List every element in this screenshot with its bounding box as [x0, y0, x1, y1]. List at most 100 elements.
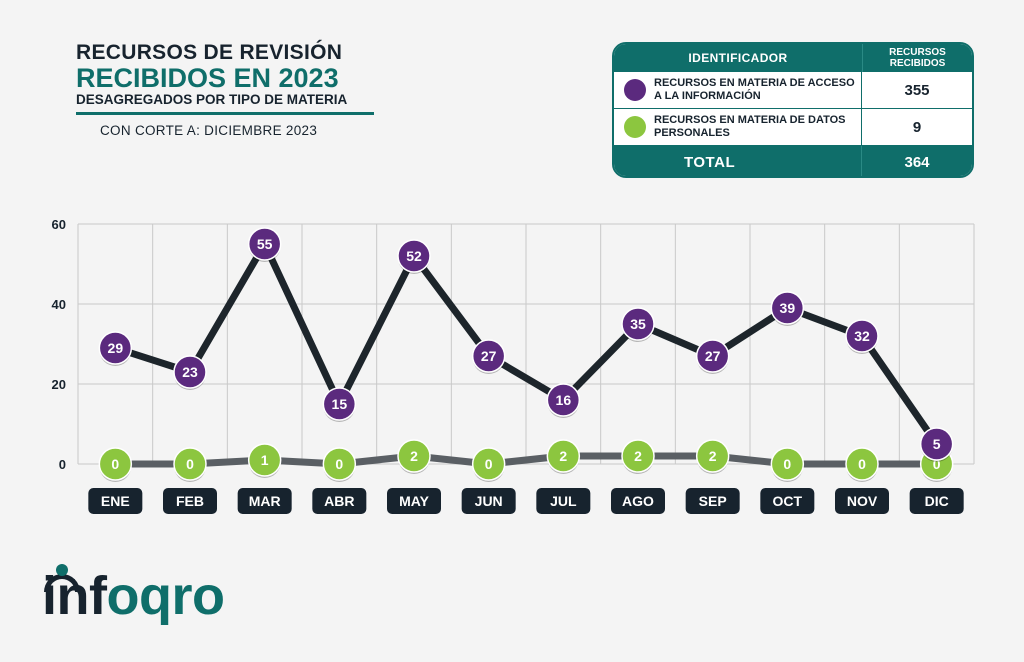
- data-point: [770, 291, 805, 325]
- row-value-access: 355: [904, 81, 930, 99]
- data-point: [546, 383, 581, 417]
- row-label-personal-data: RECURSOS EN MATERIA DE DATOS PERSONALES: [654, 114, 846, 139]
- data-point: [173, 355, 207, 389]
- x-tick-pill: [536, 488, 591, 514]
- title-line-3: DESAGREGADOS POR TIPO DE MATERIA: [76, 92, 348, 107]
- data-label: 32: [854, 328, 870, 344]
- total-label: TOTAL: [614, 146, 862, 176]
- data-label: 55: [257, 236, 273, 252]
- x-tick-pill: [163, 488, 217, 514]
- logo-text-1: inf: [42, 566, 107, 626]
- title-divider: [76, 112, 374, 115]
- header-received: RECURSOS RECIBIDOS: [862, 44, 972, 72]
- row-value-personal-data: 9: [912, 118, 922, 136]
- data-point: [471, 339, 506, 373]
- data-point: [322, 387, 357, 421]
- data-point: [471, 447, 506, 481]
- logo-person-icon: [44, 574, 80, 592]
- y-tick-label: 60: [52, 217, 66, 232]
- data-label: 2: [634, 448, 642, 464]
- x-tick-pill: [760, 488, 815, 514]
- data-point: [98, 447, 133, 481]
- data-label: 0: [485, 456, 493, 472]
- data-label: 52: [406, 248, 422, 264]
- data-label: 39: [780, 300, 796, 316]
- x-tick-pill: [685, 488, 740, 514]
- infoqro-logo: infoqro: [42, 566, 225, 626]
- logo-head-icon: [56, 564, 68, 576]
- data-label: 0: [111, 456, 119, 472]
- logo-text-2: oqro: [106, 566, 225, 626]
- data-label: 0: [186, 456, 194, 472]
- x-tick-pill: [835, 488, 889, 514]
- data-label: 29: [108, 340, 124, 356]
- x-tick-pill: [461, 488, 516, 514]
- data-point: [98, 331, 133, 365]
- title-line-2: RECIBIDOS EN 2023: [76, 63, 339, 93]
- x-tick-label: MAY: [399, 493, 429, 509]
- green-legend-dot: [624, 116, 646, 138]
- header-identifier: IDENTIFICADOR: [688, 51, 788, 65]
- y-tick-label: 40: [52, 297, 66, 312]
- data-label: 0: [783, 456, 791, 472]
- data-point: [695, 439, 730, 473]
- data-point: [621, 307, 655, 341]
- data-label: 0: [933, 456, 941, 472]
- data-point: [845, 447, 879, 481]
- data-label: 1: [261, 452, 269, 468]
- data-label: 27: [481, 348, 497, 364]
- x-tick-label: DIC: [925, 493, 949, 509]
- data-label: 2: [709, 448, 717, 464]
- purple-legend-dot: [624, 79, 646, 101]
- data-label: 2: [559, 448, 567, 464]
- data-label: 23: [182, 364, 198, 380]
- x-tick-pill: [237, 488, 292, 514]
- x-tick-label: NOV: [847, 493, 878, 509]
- data-point: [546, 439, 581, 473]
- cutoff-date: CON CORTE A: DICIEMBRE 2023: [100, 123, 318, 138]
- data-point: [397, 239, 431, 273]
- summary-row-personal-data: RECURSOS EN MATERIA DE DATOS PERSONALES …: [614, 109, 972, 146]
- total-value: 364: [904, 153, 930, 171]
- x-tick-label: MAR: [249, 493, 281, 509]
- x-tick-pill: [611, 488, 665, 514]
- data-point: [695, 339, 730, 373]
- summary-header: IDENTIFICADOR RECURSOS RECIBIDOS: [614, 44, 972, 72]
- x-tick-label: SEP: [699, 493, 727, 509]
- y-tick-label: 0: [59, 457, 66, 472]
- x-tick-pill: [387, 488, 441, 514]
- data-label: 35: [630, 316, 646, 332]
- data-label: 0: [858, 456, 866, 472]
- summary-table: IDENTIFICADOR RECURSOS RECIBIDOS RECURSO…: [612, 42, 974, 178]
- y-tick-label: 20: [52, 377, 66, 392]
- data-label: 27: [705, 348, 721, 364]
- data-label: 0: [335, 456, 343, 472]
- x-tick-label: JUN: [475, 493, 503, 509]
- data-point: [173, 447, 207, 481]
- data-point: [770, 447, 805, 481]
- title-line-1: RECURSOS DE REVISIÓN: [76, 41, 343, 64]
- row-label-access: RECURSOS EN MATERIA DE ACCESO A LA INFOR…: [654, 77, 855, 102]
- x-tick-label: ENE: [101, 493, 130, 509]
- x-tick-pill: [312, 488, 367, 514]
- data-point: [247, 443, 282, 477]
- x-tick-label: AGO: [622, 493, 654, 509]
- summary-row-access: RECURSOS EN MATERIA DE ACCESO A LA INFOR…: [614, 72, 972, 109]
- data-label: 2: [410, 448, 418, 464]
- data-point: [397, 439, 431, 473]
- series-line-1: [111, 452, 941, 468]
- x-tick-label: ABR: [324, 493, 354, 509]
- summary-total-row: TOTAL 364: [614, 146, 972, 176]
- title-block: RECURSOS DE REVISIÓN RECIBIDOS EN 2023 D…: [76, 42, 376, 138]
- x-tick-pill: [88, 488, 143, 514]
- data-point: [247, 227, 282, 261]
- data-point: [621, 439, 655, 473]
- data-label: 5: [933, 436, 941, 452]
- data-label: 15: [332, 396, 348, 412]
- x-tick-label: OCT: [773, 493, 803, 509]
- data-point: [322, 447, 357, 481]
- x-tick-pill: [909, 488, 964, 514]
- data-label: 16: [556, 392, 572, 408]
- data-point: [919, 427, 954, 461]
